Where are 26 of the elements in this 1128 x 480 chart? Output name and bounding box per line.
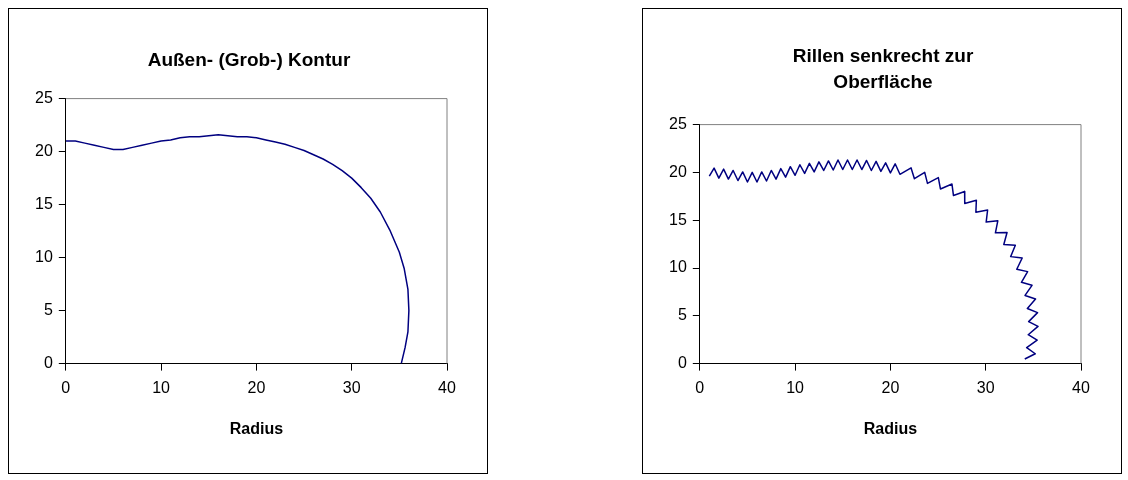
y-tick-label: 25 bbox=[35, 89, 53, 107]
y-tick-label: 20 bbox=[35, 142, 53, 160]
y-tick-label: 5 bbox=[43, 301, 53, 319]
x-tick-label: 10 bbox=[786, 378, 805, 396]
x-tick-label: 30 bbox=[342, 378, 361, 396]
x-tick-label: 20 bbox=[881, 378, 900, 396]
y-tick-label: 0 bbox=[677, 354, 687, 372]
y-tick-label: 0 bbox=[43, 354, 53, 372]
x-tick-label: 40 bbox=[438, 378, 456, 396]
y-tick-label: 10 bbox=[35, 248, 53, 266]
x-tick-label: 40 bbox=[1072, 378, 1090, 396]
y-tick-label: 20 bbox=[669, 162, 687, 180]
chart-title: Rillen senkrecht zur Oberfläche bbox=[791, 44, 975, 94]
x-tick-label: 10 bbox=[152, 378, 171, 396]
x-tick-label: 30 bbox=[976, 378, 995, 396]
x-tick-label: 0 bbox=[695, 378, 705, 396]
x-tick-label: 0 bbox=[61, 378, 71, 396]
x-tick-label: 20 bbox=[247, 378, 266, 396]
y-tick-label: 5 bbox=[677, 306, 687, 324]
y-tick-label: 15 bbox=[35, 195, 53, 213]
chart-title: Außen- (Grob-) Kontur bbox=[146, 48, 352, 72]
y-tick-label: 25 bbox=[669, 115, 687, 133]
y-tick-label: 15 bbox=[669, 210, 687, 228]
x-axis-title: Radius bbox=[229, 419, 284, 437]
y-tick-label: 10 bbox=[669, 258, 687, 276]
x-axis-title: Radius bbox=[863, 419, 918, 437]
